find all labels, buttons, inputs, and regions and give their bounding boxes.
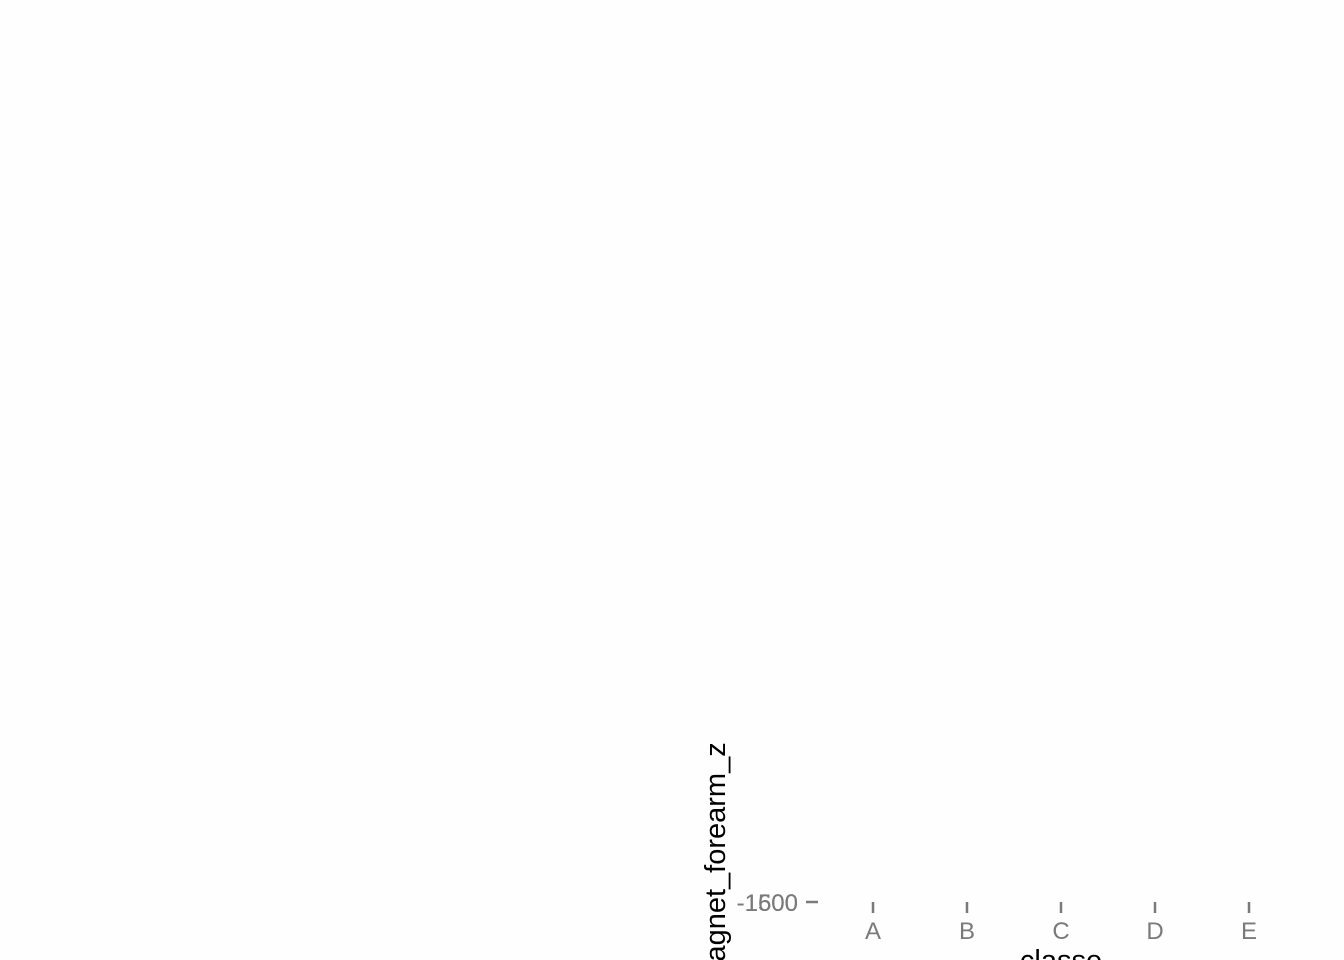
y-axis-title: magnet_forearm_z bbox=[700, 742, 732, 960]
y-tick-label-2: -1600 bbox=[737, 890, 798, 917]
y-axis: -1500 -1600 bbox=[737, 890, 818, 917]
x-tick-label-d: D bbox=[1146, 918, 1163, 945]
x-tick-label-b: B bbox=[959, 918, 975, 945]
x-tick-label-e: E bbox=[1241, 918, 1257, 945]
y-tick-label-1: -1500 bbox=[737, 890, 798, 917]
x-axis: A B C D E bbox=[865, 902, 1257, 945]
x-tick-label-a: A bbox=[865, 918, 881, 945]
x-tick-label-c: C bbox=[1052, 918, 1069, 945]
x-axis-title: classe bbox=[1020, 945, 1102, 960]
